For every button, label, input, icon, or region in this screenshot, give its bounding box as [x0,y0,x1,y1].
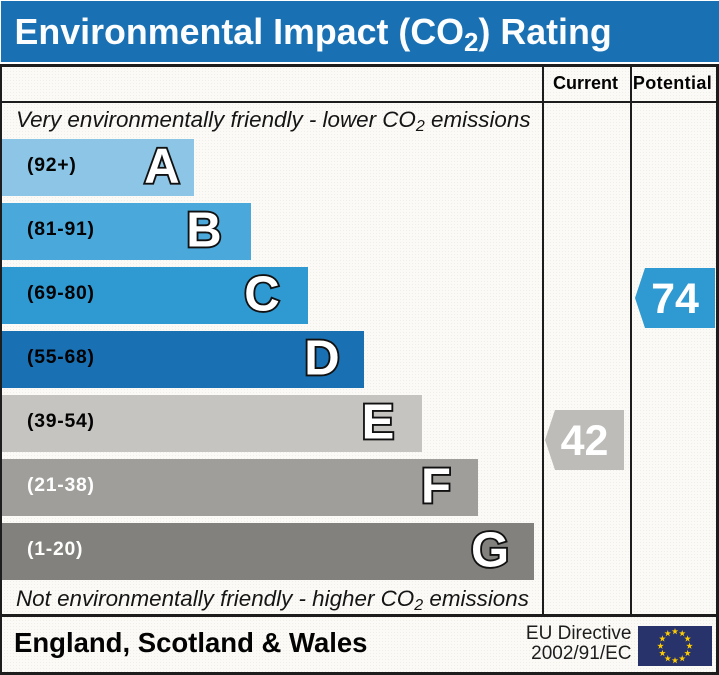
svg-text:E: E [362,396,395,450]
svg-text:C: C [244,268,279,322]
svg-text:74: 74 [651,275,699,323]
svg-text:F: F [421,460,451,514]
svg-text:D: D [304,332,339,386]
svg-text:B: B [186,204,221,258]
svg-text:G: G [471,524,509,578]
svg-text:42: 42 [561,417,609,465]
svg-text:A: A [144,140,179,194]
